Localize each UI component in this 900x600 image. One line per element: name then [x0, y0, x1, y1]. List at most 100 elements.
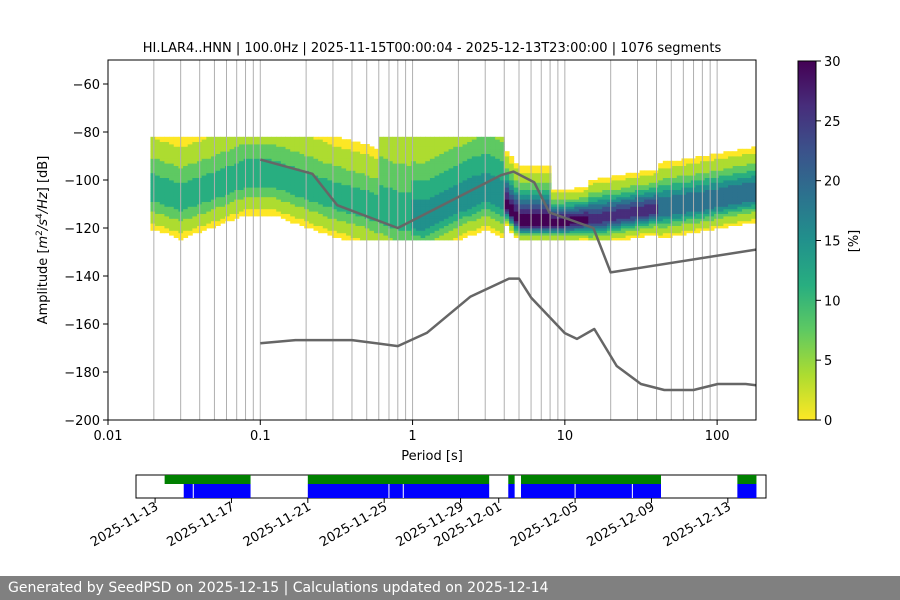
psd-bin [341, 163, 347, 166]
psd-bin [467, 160, 473, 164]
psd-bin [742, 216, 748, 219]
psd-bin [453, 235, 459, 238]
psd-bin [164, 146, 170, 150]
psd-bin [211, 208, 217, 212]
psd-bin [415, 177, 422, 181]
psd-bin [262, 211, 268, 214]
psd-bin [746, 168, 752, 171]
psd-bin [164, 175, 170, 178]
psd-bin [439, 228, 445, 231]
psd-bin [341, 213, 347, 217]
psd-bin [509, 192, 515, 195]
psd-bin [714, 182, 720, 186]
psd-bin [374, 148, 380, 152]
psd-bin [527, 211, 533, 214]
psd-bin [467, 144, 473, 147]
psd-bin [262, 144, 268, 147]
psd-bin [695, 184, 701, 188]
psd-bin [155, 170, 161, 174]
psd-bin [695, 158, 701, 162]
psd-bin [751, 218, 756, 222]
psd-bin [434, 158, 440, 162]
psd-bin [350, 182, 356, 186]
psd-bin [434, 216, 440, 219]
psd-bin [369, 206, 375, 210]
psd-bin [299, 196, 305, 200]
psd-bin [285, 139, 291, 142]
psd-bin [481, 148, 487, 152]
psd-bin [192, 211, 198, 214]
psd-bin [308, 184, 314, 188]
psd-bin [411, 172, 417, 176]
psd-bin [397, 153, 403, 157]
psd-bin [546, 201, 552, 205]
psd-bin [215, 136, 221, 140]
psd-bin [318, 180, 324, 183]
psd-bin [718, 216, 724, 219]
psd-bin [355, 223, 361, 226]
psd-bin [644, 208, 650, 212]
psd-bin [746, 184, 752, 188]
psd-bin [658, 213, 664, 217]
psd-bin [546, 194, 552, 198]
psd-bin [392, 199, 398, 202]
psd-bin [215, 211, 221, 214]
psd-bin [401, 148, 408, 152]
psd-bin [215, 158, 221, 162]
psd-bin [611, 216, 617, 219]
psd-bin [341, 139, 347, 142]
psd-bin [425, 235, 431, 238]
psd-bin [215, 144, 221, 147]
psd-bin [187, 153, 193, 157]
psd-bin [369, 151, 375, 154]
psd-bin [336, 170, 342, 174]
psd-bin [578, 218, 585, 222]
psd-bin [420, 168, 426, 171]
psd-bin [304, 168, 310, 171]
psd-bin [201, 139, 207, 142]
psd-bin [662, 160, 668, 164]
psd-bin [462, 165, 468, 169]
psd-bin [206, 180, 212, 183]
psd-bin [211, 172, 217, 176]
psd-bin [527, 235, 533, 238]
psd-bin [294, 151, 300, 154]
psd-bin [322, 199, 328, 202]
psd-bin [388, 175, 394, 178]
psd-bin [294, 194, 300, 198]
psd-bin [569, 220, 575, 224]
psd-bin [751, 213, 756, 217]
psd-bin [173, 175, 179, 178]
psd-bin [518, 220, 524, 224]
colorbar-tick-label: 0 [824, 414, 832, 429]
psd-bin [490, 230, 496, 234]
psd-bin [546, 213, 552, 217]
psd-bin [229, 199, 235, 202]
psd-bin [392, 177, 398, 181]
psd-bin [397, 156, 403, 159]
psd-bin [695, 218, 701, 222]
psd-bin [341, 194, 347, 198]
psd-bin [308, 189, 314, 193]
psd-bin [383, 211, 389, 214]
psd-bin [537, 175, 543, 178]
psd-bin [574, 189, 580, 193]
psd-bin [606, 194, 612, 198]
psd-bin [285, 208, 291, 212]
psd-bin [546, 182, 552, 186]
psd-bin [173, 223, 179, 226]
psd-bin [332, 151, 338, 154]
psd-bin [355, 160, 361, 164]
psd-bin [644, 180, 650, 183]
psd-bin [322, 180, 328, 183]
psd-bin [224, 163, 231, 166]
psd-bin [280, 208, 286, 212]
psd-bin [574, 216, 580, 219]
psd-bin [588, 216, 594, 219]
psd-bin [173, 230, 179, 234]
psd-bin [308, 192, 314, 195]
psd-bin [220, 201, 226, 205]
psd-bin [150, 151, 156, 154]
psd-bin [308, 180, 314, 183]
psd-bin [462, 148, 468, 152]
